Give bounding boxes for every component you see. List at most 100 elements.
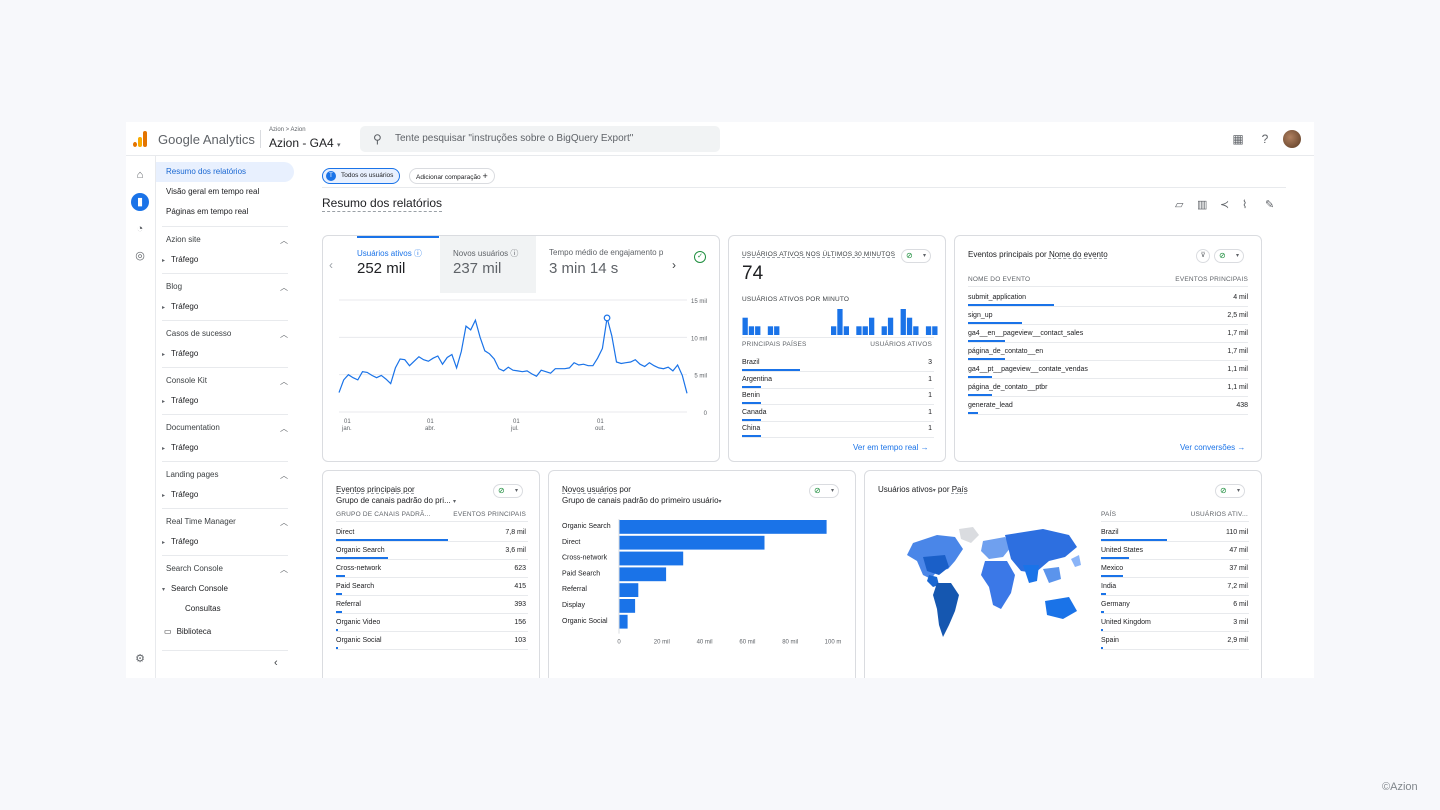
view-realtime-link[interactable]: Ver em tempo real → bbox=[853, 443, 929, 452]
nav-item-trafego[interactable]: ▸ Tráfego bbox=[162, 537, 198, 546]
advertising-icon[interactable]: ◎ bbox=[135, 250, 145, 262]
minute-bar[interactable] bbox=[862, 326, 868, 335]
nav-section-console-kit[interactable]: Console Kit ︿ bbox=[166, 376, 288, 386]
share-icon[interactable]: ≺ bbox=[1220, 199, 1230, 211]
nav-item-trafego[interactable]: ▸ Tráfego bbox=[162, 349, 198, 358]
dimension-selector[interactable]: Grupo de canais padrão do pri... ▾ bbox=[336, 496, 456, 505]
nav-realtime-pages[interactable]: Páginas em tempo real bbox=[166, 207, 249, 216]
category-bar[interactable] bbox=[619, 567, 667, 582]
row-label[interactable]: sign_up bbox=[968, 312, 993, 319]
minute-bar[interactable] bbox=[742, 317, 748, 335]
explore-icon[interactable]: ◔ bbox=[136, 223, 144, 235]
home-icon[interactable]: ⌂ bbox=[136, 169, 144, 181]
minute-bar[interactable] bbox=[843, 326, 849, 335]
category-bar[interactable] bbox=[619, 583, 639, 597]
category-bar[interactable] bbox=[619, 520, 827, 534]
prev-metric-icon[interactable]: ‹ bbox=[329, 258, 333, 272]
nav-item-consultas[interactable]: Consultas bbox=[185, 604, 221, 613]
nav-item-trafego[interactable]: ▸ Tráfego bbox=[162, 490, 198, 499]
view-conversions-link[interactable]: Ver conversões → bbox=[1180, 443, 1245, 452]
metric-tab-engagement-time[interactable]: Tempo médio de engajamento p 3 min 14 s bbox=[549, 236, 669, 293]
new-users-check-menu[interactable]: ⊘ ▾ bbox=[809, 484, 839, 498]
category-bar[interactable] bbox=[619, 599, 636, 613]
nav-section-landing-pages[interactable]: Landing pages ︿ bbox=[166, 470, 288, 480]
filter-icon[interactable]: ⊽ bbox=[1196, 249, 1210, 263]
metric-tab-new-users[interactable]: Novos usuários ⓘ 237 mil bbox=[440, 236, 536, 293]
account-breadcrumb[interactable]: Azion > Azion bbox=[269, 127, 306, 133]
reports-icon[interactable]: ▮ bbox=[131, 193, 149, 211]
nav-section-blog[interactable]: Blog ︿ bbox=[166, 282, 288, 292]
nav-item-trafego[interactable]: ▸ Tráfego bbox=[162, 302, 198, 311]
nav-item-search-console[interactable]: ▾ Search Console bbox=[162, 584, 228, 593]
metric-selector[interactable]: Novos usuários bbox=[562, 485, 618, 494]
row-label[interactable]: United States bbox=[1101, 547, 1144, 554]
realtime-check-menu[interactable]: ⊘ ▾ bbox=[901, 249, 931, 263]
check-circle-icon[interactable]: ✓ bbox=[694, 251, 706, 263]
row-label[interactable]: Paid Search bbox=[336, 583, 375, 590]
minute-bar[interactable] bbox=[881, 326, 887, 335]
edit-icon[interactable]: ✎ bbox=[1265, 199, 1275, 211]
add-comparison-button[interactable]: Adicionar comparação + bbox=[409, 168, 495, 184]
row-label[interactable]: Mexico bbox=[1101, 565, 1124, 572]
row-label[interactable]: página_de_contato__en bbox=[968, 348, 1044, 355]
row-label[interactable]: Argentina bbox=[742, 375, 772, 383]
nav-item-library[interactable]: ▭ Biblioteca bbox=[164, 627, 211, 636]
metric-selector[interactable]: Eventos principais por bbox=[336, 485, 415, 494]
apps-grid-icon[interactable]: ▦ bbox=[1232, 132, 1244, 146]
minute-bar[interactable] bbox=[748, 326, 755, 335]
help-icon[interactable]: ? bbox=[1261, 132, 1269, 146]
category-bar[interactable] bbox=[619, 551, 684, 566]
row-label[interactable]: Benin bbox=[742, 392, 760, 399]
minute-bar[interactable] bbox=[887, 317, 894, 335]
events-check-menu[interactable]: ⊘ ▾ bbox=[1214, 249, 1244, 263]
analytics-logo-icon[interactable] bbox=[133, 131, 147, 147]
minute-bar[interactable] bbox=[906, 317, 913, 335]
minute-bar[interactable] bbox=[900, 309, 906, 335]
row-label[interactable]: Cross-network bbox=[336, 565, 382, 572]
row-label[interactable]: India bbox=[1101, 583, 1117, 590]
annotation-icon[interactable]: ▱ bbox=[1175, 199, 1184, 211]
minute-bar[interactable] bbox=[755, 326, 761, 335]
compare-icon[interactable]: ▥ bbox=[1197, 199, 1208, 211]
row-label[interactable]: ga4__en__pageview__contact_sales bbox=[968, 330, 1084, 337]
nav-item-trafego[interactable]: ▸ Tráfego bbox=[162, 255, 198, 264]
row-label[interactable]: submit_application bbox=[968, 294, 1026, 301]
row-label[interactable]: generate_lead bbox=[968, 402, 1013, 409]
nav-realtime-overview[interactable]: Visão geral em tempo real bbox=[166, 187, 260, 196]
row-label[interactable]: Organic Search bbox=[336, 547, 385, 554]
dimension-selector[interactable]: Grupo de canais padrão do primeiro usuár… bbox=[562, 496, 722, 505]
collapse-nav-icon[interactable]: ‹ bbox=[274, 657, 278, 669]
property-selector[interactable]: Azion - GA4 ▾ bbox=[269, 136, 341, 150]
row-label[interactable]: Canada bbox=[742, 408, 767, 416]
row-label[interactable]: ga4__pt__pageview__contate_vendas bbox=[968, 366, 1088, 373]
category-bar[interactable] bbox=[619, 614, 628, 629]
countries-check-menu[interactable]: ⊘ ▾ bbox=[1215, 484, 1245, 498]
row-label[interactable]: Direct bbox=[336, 529, 355, 536]
minute-bar[interactable] bbox=[774, 326, 780, 335]
insights-icon[interactable]: ⌇ bbox=[1242, 199, 1248, 211]
nav-section-documentation[interactable]: Documentation ︿ bbox=[166, 423, 288, 433]
dimension-selector[interactable]: Nome do evento bbox=[1048, 250, 1108, 259]
minute-bar[interactable] bbox=[837, 309, 843, 335]
minute-bar[interactable] bbox=[932, 326, 938, 335]
row-label[interactable]: Organic Video bbox=[336, 619, 381, 626]
next-metric-icon[interactable]: › bbox=[672, 258, 676, 272]
row-label[interactable]: Spain bbox=[1101, 637, 1119, 644]
row-label[interactable]: Brazil bbox=[742, 359, 760, 366]
nav-item-trafego[interactable]: ▸ Tráfego bbox=[162, 443, 198, 452]
nav-section-search-console[interactable]: Search Console ︿ bbox=[166, 564, 288, 574]
settings-icon[interactable]: ⚙ bbox=[135, 653, 145, 665]
minute-bar[interactable] bbox=[831, 326, 837, 335]
row-label[interactable]: United Kingdom bbox=[1101, 619, 1151, 626]
row-label[interactable]: China bbox=[742, 425, 761, 432]
row-label[interactable]: Organic Social bbox=[336, 637, 382, 644]
search-bar[interactable]: ⚲ Tente pesquisar "instruções sobre o Bi… bbox=[360, 126, 720, 152]
comparison-chip-all-users[interactable]: T Todos os usuários bbox=[322, 168, 401, 184]
nav-item-trafego[interactable]: ▸ Tráfego bbox=[162, 396, 198, 405]
dimension-selector[interactable]: País bbox=[951, 485, 968, 494]
minute-bar[interactable] bbox=[856, 326, 862, 335]
minute-bar[interactable] bbox=[913, 326, 919, 335]
row-label[interactable]: Referral bbox=[336, 601, 361, 608]
avatar[interactable] bbox=[1283, 130, 1301, 148]
minute-bar[interactable] bbox=[925, 326, 932, 335]
